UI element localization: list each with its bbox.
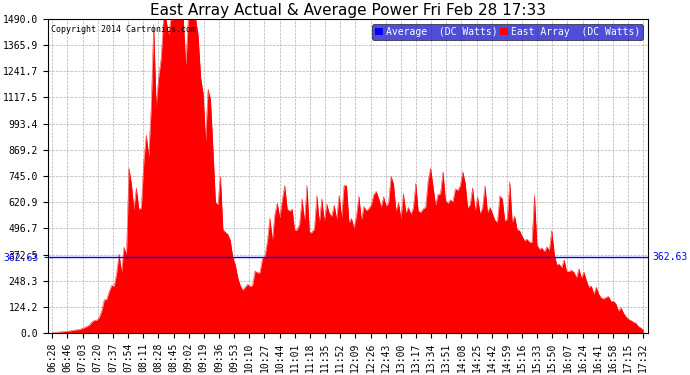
Legend: Average  (DC Watts), East Array  (DC Watts): Average (DC Watts), East Array (DC Watts… [372, 24, 643, 40]
Text: 362.63: 362.63 [652, 252, 687, 262]
Title: East Array Actual & Average Power Fri Feb 28 17:33: East Array Actual & Average Power Fri Fe… [150, 3, 546, 18]
Text: Copyright 2014 Cartronics.com: Copyright 2014 Cartronics.com [51, 25, 196, 34]
